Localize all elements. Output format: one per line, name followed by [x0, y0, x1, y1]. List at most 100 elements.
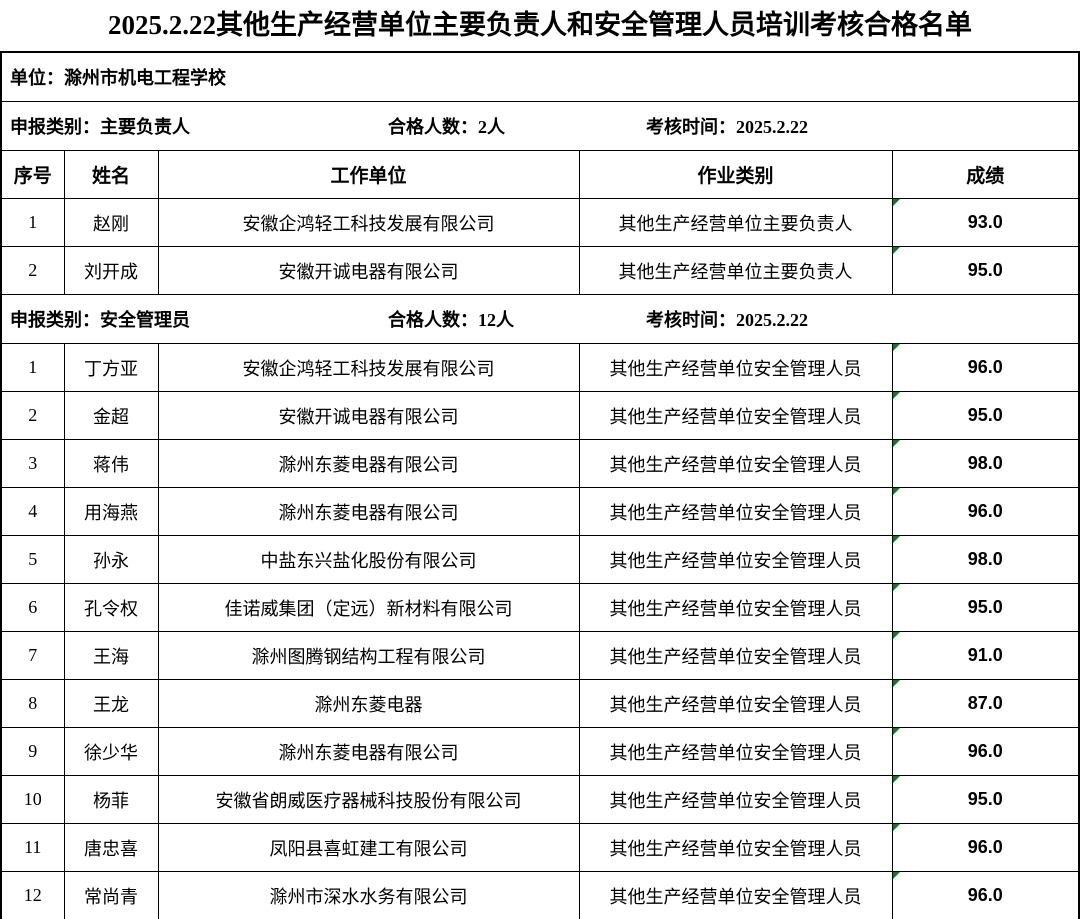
- cell-work-unit: 滁州市深水水务有限公司: [157, 871, 580, 919]
- table-row: 4 用海燕 滁州东菱电器有限公司 其他生产经营单位安全管理人员 96.0: [0, 487, 1080, 536]
- cell-work-category: 其他生产经营单位安全管理人员: [578, 679, 893, 728]
- table-row: 2 刘开成 安徽开诚电器有限公司 其他生产经营单位主要负责人 95.0: [0, 246, 1080, 295]
- column-header-unit: 工作单位: [157, 150, 580, 199]
- table-row: 9 徐少华 滁州东菱电器有限公司 其他生产经营单位安全管理人员 96.0: [0, 727, 1080, 776]
- cell-work-category: 其他生产经营单位安全管理人员: [578, 343, 893, 392]
- score-value: 93.0: [967, 212, 1003, 232]
- cell-work-unit: 安徽企鸿轻工科技发展有限公司: [157, 198, 580, 247]
- cell-person-name: 常尚青: [63, 871, 159, 919]
- cell-error-flag-icon: [893, 728, 900, 735]
- cell-score: 98.0: [891, 535, 1080, 584]
- cell-work-unit: 滁州东菱电器有限公司: [157, 727, 580, 776]
- cell-work-category: 其他生产经营单位安全管理人员: [578, 823, 893, 872]
- cell-work-unit: 安徽开诚电器有限公司: [157, 391, 580, 440]
- cell-work-unit: 佳诺威集团（定远）新材料有限公司: [157, 583, 580, 632]
- cell-person-name: 赵刚: [63, 198, 159, 247]
- cell-score: 96.0: [891, 343, 1080, 392]
- section-category: 申报类别：安全管理员: [10, 310, 190, 330]
- cell-sequence-number: 1: [0, 198, 65, 247]
- table-row: 5 孙永 中盐东兴盐化股份有限公司 其他生产经营单位安全管理人员 98.0: [0, 535, 1080, 584]
- score-value: 91.0: [967, 645, 1003, 665]
- cell-work-category: 其他生产经营单位安全管理人员: [578, 439, 893, 488]
- cell-error-flag-icon: [893, 632, 900, 639]
- table-row: 11 唐忠喜 凤阳县喜虹建工有限公司 其他生产经营单位安全管理人员 96.0: [0, 823, 1080, 872]
- cell-sequence-number: 1: [0, 343, 65, 392]
- cell-person-name: 金超: [63, 391, 159, 440]
- score-value: 95.0: [967, 789, 1003, 809]
- column-header-name: 姓名: [63, 150, 159, 199]
- cell-sequence-number: 5: [0, 535, 65, 584]
- cell-score: 96.0: [891, 871, 1080, 919]
- cell-work-category: 其他生产经营单位安全管理人员: [578, 727, 893, 776]
- cell-error-flag-icon: [893, 440, 900, 447]
- cell-score: 87.0: [891, 679, 1080, 728]
- table-row: 1 赵刚 安徽企鸿轻工科技发展有限公司 其他生产经营单位主要负责人 93.0: [0, 198, 1080, 247]
- cell-score: 96.0: [891, 823, 1080, 872]
- table-row: 2 金超 安徽开诚电器有限公司 其他生产经营单位安全管理人员 95.0: [0, 391, 1080, 440]
- section-meta-cell: 申报类别：安全管理员 合格人数：12人 考核时间：2025.2.22: [0, 294, 1080, 344]
- cell-work-unit: 安徽开诚电器有限公司: [157, 246, 580, 295]
- cell-error-flag-icon: [893, 776, 900, 783]
- cell-sequence-number: 12: [0, 871, 65, 919]
- cell-error-flag-icon: [893, 247, 900, 254]
- cell-person-name: 唐忠喜: [63, 823, 159, 872]
- cell-score: 95.0: [891, 583, 1080, 632]
- section-exam-date: 考核时间：2025.2.22: [646, 310, 808, 330]
- cell-error-flag-icon: [893, 344, 900, 351]
- cell-work-category: 其他生产经营单位安全管理人员: [578, 631, 893, 680]
- cell-person-name: 王龙: [63, 679, 159, 728]
- page-title: 2025.2.22其他生产经营单位主要负责人和安全管理人员培训考核合格名单: [108, 10, 972, 40]
- cell-sequence-number: 6: [0, 583, 65, 632]
- score-value: 96.0: [967, 741, 1003, 761]
- cell-error-flag-icon: [893, 392, 900, 399]
- score-value: 95.0: [967, 597, 1003, 617]
- section-meta-row: 申报类别：安全管理员 合格人数：12人 考核时间：2025.2.22: [0, 294, 1080, 344]
- score-value: 96.0: [967, 837, 1003, 857]
- cell-work-category: 其他生产经营单位主要负责人: [578, 198, 893, 247]
- org-row: 单位：滁州市机电工程学校: [0, 51, 1080, 102]
- org-label-value: 单位：滁州市机电工程学校: [10, 68, 226, 88]
- cell-score: 95.0: [891, 391, 1080, 440]
- cell-person-name: 刘开成: [63, 246, 159, 295]
- section-exam-date: 考核时间：2025.2.22: [646, 117, 808, 137]
- table-row: 12 常尚青 滁州市深水水务有限公司 其他生产经营单位安全管理人员 96.0: [0, 871, 1080, 919]
- cell-sequence-number: 2: [0, 246, 65, 295]
- cell-work-unit: 安徽省朗威医疗器械科技股份有限公司: [157, 775, 580, 824]
- cell-work-category: 其他生产经营单位安全管理人员: [578, 535, 893, 584]
- score-value: 95.0: [967, 260, 1003, 280]
- cell-person-name: 杨菲: [63, 775, 159, 824]
- section-meta-cell: 申报类别：主要负责人 合格人数：2人 考核时间：2025.2.22: [0, 101, 1080, 151]
- cell-score: 91.0: [891, 631, 1080, 680]
- cell-work-unit: 滁州东菱电器有限公司: [157, 439, 580, 488]
- cell-work-category: 其他生产经营单位安全管理人员: [578, 487, 893, 536]
- cell-sequence-number: 4: [0, 487, 65, 536]
- org-cell: 单位：滁州市机电工程学校: [0, 51, 1080, 102]
- section-meta-row: 申报类别：主要负责人 合格人数：2人 考核时间：2025.2.22: [0, 101, 1080, 151]
- cell-sequence-number: 11: [0, 823, 65, 872]
- cell-score: 95.0: [891, 775, 1080, 824]
- table-row: 1 丁方亚 安徽企鸿轻工科技发展有限公司 其他生产经营单位安全管理人员 96.0: [0, 343, 1080, 392]
- cell-error-flag-icon: [893, 680, 900, 687]
- cell-score: 98.0: [891, 439, 1080, 488]
- section-pass-count: 合格人数：2人: [388, 117, 505, 137]
- cell-work-category: 其他生产经营单位安全管理人员: [578, 775, 893, 824]
- cell-person-name: 徐少华: [63, 727, 159, 776]
- cell-work-category: 其他生产经营单位安全管理人员: [578, 583, 893, 632]
- cell-person-name: 孔令权: [63, 583, 159, 632]
- score-value: 95.0: [967, 405, 1003, 425]
- cell-error-flag-icon: [893, 584, 900, 591]
- results-table: 单位：滁州市机电工程学校 申报类别：主要负责人 合格人数：2人 考核时间：2025.2…: [0, 51, 1080, 919]
- cell-error-flag-icon: [893, 488, 900, 495]
- section-category: 申报类别：主要负责人: [10, 117, 190, 137]
- cell-score: 96.0: [891, 487, 1080, 536]
- cell-work-unit: 凤阳县喜虹建工有限公司: [157, 823, 580, 872]
- cell-score: 95.0: [891, 246, 1080, 295]
- cell-error-flag-icon: [893, 824, 900, 831]
- column-header-score: 成绩: [891, 150, 1080, 199]
- table-row: 8 王龙 滁州东菱电器 其他生产经营单位安全管理人员 87.0: [0, 679, 1080, 728]
- column-header-no: 序号: [0, 150, 65, 199]
- cell-sequence-number: 10: [0, 775, 65, 824]
- cell-person-name: 丁方亚: [63, 343, 159, 392]
- cell-person-name: 孙永: [63, 535, 159, 584]
